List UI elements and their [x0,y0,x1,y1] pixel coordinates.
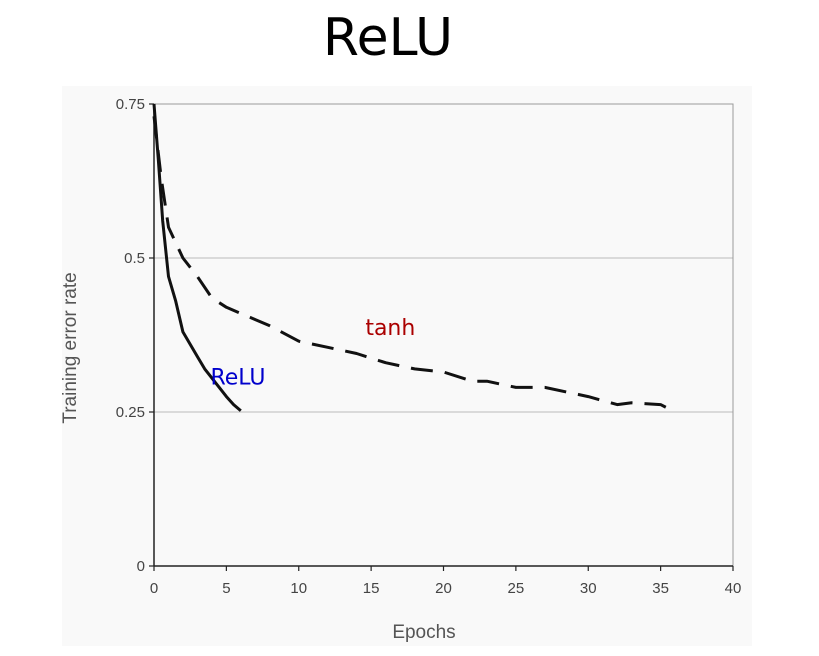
x-tick-label-8: 40 [725,580,742,597]
x-axis-label: Epochs [392,622,455,643]
y-tick-label-1: 0.25 [116,404,145,421]
y-tick-label-0: 0 [137,558,145,575]
x-tick-label-2: 10 [290,580,307,597]
series-labels: ReLU tanh [210,316,415,390]
x-tick-label-4: 20 [435,580,452,597]
x-tick-label-1: 5 [222,580,230,597]
y-tick-label-3: 0.75 [116,96,145,113]
x-tick-label-7: 35 [652,580,669,597]
series-line-tanh [152,116,676,414]
series-label-relu: ReLU [210,365,265,390]
x-tick-label-5: 25 [508,580,525,597]
y-axis-label: Training error rate [60,272,81,423]
series-lines [152,103,676,414]
series-line-relu [152,103,242,412]
x-tick-label-0: 0 [150,580,158,597]
chart-background [62,86,752,646]
series-label-tanh: tanh [365,316,415,341]
x-tick-label-3: 15 [363,580,380,597]
grid [154,257,733,413]
y-tick-label-2: 0.5 [124,250,145,267]
tick-labels: 0 5 10 15 20 25 30 35 40 0 0.25 0.5 0.75 [116,96,742,597]
x-tick-label-6: 30 [580,580,597,597]
slide-title: ReLU [322,8,454,68]
